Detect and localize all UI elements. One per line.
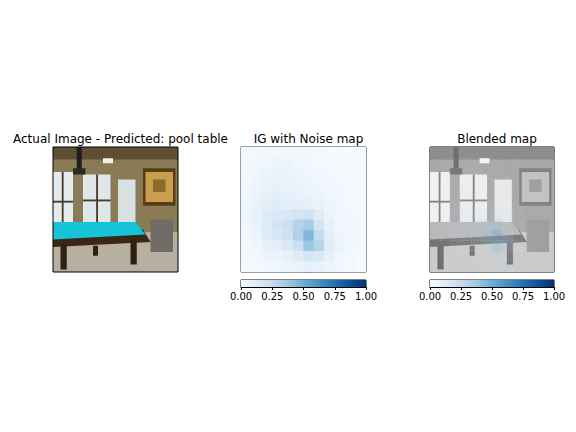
svg-text:0.75: 0.75: [324, 291, 346, 302]
svg-text:0.00: 0.00: [230, 291, 252, 302]
svg-text:IG with Noise map: IG with Noise map: [254, 132, 364, 146]
svg-text:0.50: 0.50: [481, 291, 503, 302]
svg-text:Actual Image - Predicted: pool: Actual Image - Predicted: pool table: [13, 132, 228, 146]
svg-text:0.50: 0.50: [292, 291, 314, 302]
svg-text:0.75: 0.75: [512, 291, 534, 302]
svg-text:0.25: 0.25: [261, 291, 283, 302]
svg-text:Blended map: Blended map: [457, 132, 537, 146]
svg-text:1.00: 1.00: [543, 291, 565, 302]
svg-text:0.25: 0.25: [450, 291, 472, 302]
svg-text:1.00: 1.00: [355, 291, 377, 302]
svg-text:0.00: 0.00: [419, 291, 441, 302]
